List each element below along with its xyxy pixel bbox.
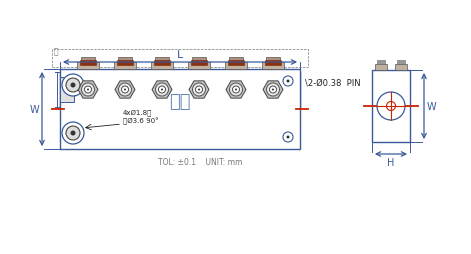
- Bar: [397, 61, 405, 65]
- Bar: [154, 61, 170, 66]
- Text: 正面: 正面: [169, 93, 191, 110]
- Bar: [52, 50, 308, 68]
- Bar: [262, 63, 284, 70]
- Circle shape: [377, 93, 405, 121]
- Bar: [188, 63, 210, 70]
- Circle shape: [161, 89, 163, 91]
- Circle shape: [66, 79, 80, 93]
- Bar: [118, 58, 132, 63]
- Circle shape: [269, 87, 276, 94]
- Circle shape: [233, 87, 239, 94]
- Bar: [155, 58, 169, 63]
- Circle shape: [193, 84, 205, 97]
- Circle shape: [122, 87, 129, 94]
- Bar: [372, 71, 410, 142]
- Text: W: W: [29, 105, 39, 115]
- Bar: [375, 65, 387, 71]
- Text: 沉Ø3.6 90°: 沉Ø3.6 90°: [123, 117, 159, 124]
- Circle shape: [71, 83, 75, 88]
- Bar: [265, 61, 281, 66]
- Text: TOL: ±0.1    UNIT: mm: TOL: ±0.1 UNIT: mm: [158, 157, 242, 166]
- Circle shape: [124, 89, 126, 91]
- Text: L: L: [177, 50, 183, 60]
- Circle shape: [87, 89, 89, 91]
- Circle shape: [286, 80, 290, 83]
- Bar: [266, 58, 280, 63]
- Bar: [395, 65, 407, 71]
- Bar: [117, 61, 133, 66]
- Bar: [228, 61, 244, 66]
- Circle shape: [283, 77, 293, 87]
- Text: 端: 端: [54, 47, 58, 56]
- Bar: [225, 63, 247, 70]
- Circle shape: [235, 89, 237, 91]
- Circle shape: [81, 84, 95, 97]
- Circle shape: [387, 102, 396, 111]
- Circle shape: [71, 131, 75, 136]
- Bar: [229, 58, 243, 63]
- Bar: [114, 63, 136, 70]
- Bar: [151, 63, 173, 70]
- Bar: [80, 61, 96, 66]
- Circle shape: [195, 87, 203, 94]
- Circle shape: [155, 84, 169, 97]
- Bar: [192, 58, 206, 63]
- Bar: [60, 78, 74, 103]
- Bar: [60, 70, 300, 149]
- Circle shape: [62, 75, 84, 97]
- Circle shape: [272, 89, 274, 91]
- Circle shape: [66, 126, 80, 140]
- Text: W: W: [427, 102, 437, 112]
- Text: H: H: [387, 157, 395, 167]
- Bar: [377, 61, 385, 65]
- Circle shape: [159, 87, 165, 94]
- Circle shape: [286, 136, 290, 139]
- Bar: [77, 63, 99, 70]
- Circle shape: [267, 84, 279, 97]
- Circle shape: [62, 122, 84, 145]
- Bar: [81, 58, 95, 63]
- Circle shape: [229, 84, 243, 97]
- Circle shape: [119, 84, 131, 97]
- Bar: [60, 73, 300, 108]
- Circle shape: [84, 87, 91, 94]
- Text: \2-Ø0.38  PIN: \2-Ø0.38 PIN: [305, 78, 361, 87]
- Text: 4xØ1.8通: 4xØ1.8通: [123, 109, 153, 116]
- Bar: [191, 61, 207, 66]
- Circle shape: [198, 89, 200, 91]
- Circle shape: [283, 133, 293, 142]
